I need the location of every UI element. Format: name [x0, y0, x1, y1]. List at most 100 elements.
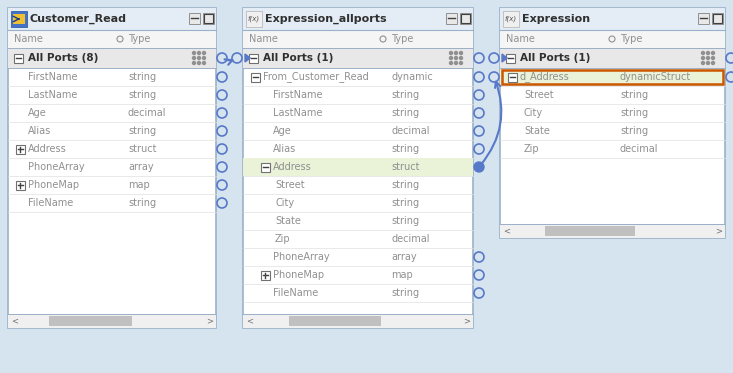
Circle shape: [202, 62, 205, 65]
Text: Expression: Expression: [522, 14, 590, 24]
Text: string: string: [620, 126, 648, 136]
Text: Age: Age: [273, 126, 292, 136]
Text: decimal: decimal: [620, 144, 658, 154]
Text: LastName: LastName: [273, 108, 323, 118]
Bar: [11, 11, 27, 27]
Text: string: string: [391, 288, 419, 298]
Bar: [248, 53, 257, 63]
Bar: [246, 11, 262, 27]
Circle shape: [701, 51, 704, 54]
Text: decimal: decimal: [391, 126, 430, 136]
Circle shape: [454, 51, 457, 54]
Text: f(x): f(x): [248, 16, 260, 22]
Circle shape: [460, 62, 463, 65]
Text: FileName: FileName: [273, 288, 318, 298]
Text: Alias: Alias: [273, 144, 296, 154]
Text: string: string: [128, 126, 156, 136]
Text: array: array: [128, 162, 154, 172]
Text: State: State: [524, 126, 550, 136]
Text: Type: Type: [128, 34, 150, 44]
Bar: [49, 316, 132, 326]
Circle shape: [193, 56, 196, 60]
Polygon shape: [245, 54, 250, 62]
Text: All Ports (8): All Ports (8): [28, 53, 98, 63]
Bar: [243, 30, 473, 48]
Bar: [446, 13, 457, 24]
Bar: [289, 316, 381, 326]
Text: string: string: [391, 216, 419, 226]
Bar: [712, 13, 723, 24]
Text: >: >: [463, 317, 470, 326]
Bar: [260, 163, 270, 172]
Circle shape: [701, 56, 704, 60]
Bar: [502, 70, 723, 84]
Text: map: map: [391, 270, 413, 280]
Text: string: string: [128, 72, 156, 82]
Bar: [260, 270, 270, 279]
Text: dynamic: dynamic: [391, 72, 432, 82]
Text: Street: Street: [524, 90, 553, 100]
Circle shape: [712, 51, 715, 54]
Text: >: >: [206, 317, 213, 326]
Bar: [204, 14, 213, 23]
Bar: [243, 314, 473, 328]
Bar: [500, 68, 725, 86]
Bar: [243, 48, 473, 68]
Text: City: City: [275, 198, 294, 208]
Text: Type: Type: [391, 34, 413, 44]
Text: PhoneArray: PhoneArray: [273, 252, 330, 262]
Text: string: string: [391, 198, 419, 208]
Text: string: string: [391, 144, 419, 154]
Text: PhoneMap: PhoneMap: [273, 270, 324, 280]
Text: Name: Name: [249, 34, 278, 44]
Circle shape: [707, 51, 710, 54]
Bar: [503, 11, 519, 27]
Text: Expression_allports: Expression_allports: [265, 14, 386, 24]
Text: d_Address: d_Address: [520, 72, 570, 82]
Text: string: string: [391, 180, 419, 190]
Text: map: map: [128, 180, 150, 190]
Text: Name: Name: [506, 34, 535, 44]
Text: string: string: [128, 90, 156, 100]
Bar: [8, 8, 216, 30]
Text: PhoneArray: PhoneArray: [28, 162, 84, 172]
Circle shape: [712, 56, 715, 60]
Text: struct: struct: [391, 162, 419, 172]
Circle shape: [449, 62, 452, 65]
Text: FirstName: FirstName: [273, 90, 323, 100]
Text: All Ports (1): All Ports (1): [520, 53, 590, 63]
Text: dynamicStruct: dynamicStruct: [620, 72, 691, 82]
Text: Zip: Zip: [275, 234, 290, 244]
Bar: [507, 72, 517, 81]
Circle shape: [197, 51, 201, 54]
Text: Name: Name: [14, 34, 43, 44]
Circle shape: [449, 56, 452, 60]
Bar: [506, 53, 515, 63]
Bar: [500, 224, 725, 238]
Text: array: array: [391, 252, 416, 262]
Text: Address: Address: [28, 144, 67, 154]
Circle shape: [707, 62, 710, 65]
Bar: [698, 13, 709, 24]
Bar: [8, 8, 216, 328]
Polygon shape: [502, 54, 507, 62]
Text: Customer_Read: Customer_Read: [30, 14, 127, 24]
Bar: [203, 13, 214, 24]
Circle shape: [202, 56, 205, 60]
Text: City: City: [524, 108, 543, 118]
Text: PhoneMap: PhoneMap: [28, 180, 79, 190]
Bar: [13, 14, 25, 24]
Circle shape: [460, 51, 463, 54]
Circle shape: [202, 51, 205, 54]
Bar: [500, 48, 725, 68]
Text: string: string: [391, 90, 419, 100]
Bar: [189, 13, 200, 24]
Text: Age: Age: [28, 108, 47, 118]
Circle shape: [197, 56, 201, 60]
Bar: [243, 158, 473, 176]
Text: Address: Address: [273, 162, 312, 172]
Text: decimal: decimal: [128, 108, 166, 118]
Bar: [500, 8, 725, 30]
Circle shape: [460, 56, 463, 60]
Circle shape: [197, 62, 201, 65]
